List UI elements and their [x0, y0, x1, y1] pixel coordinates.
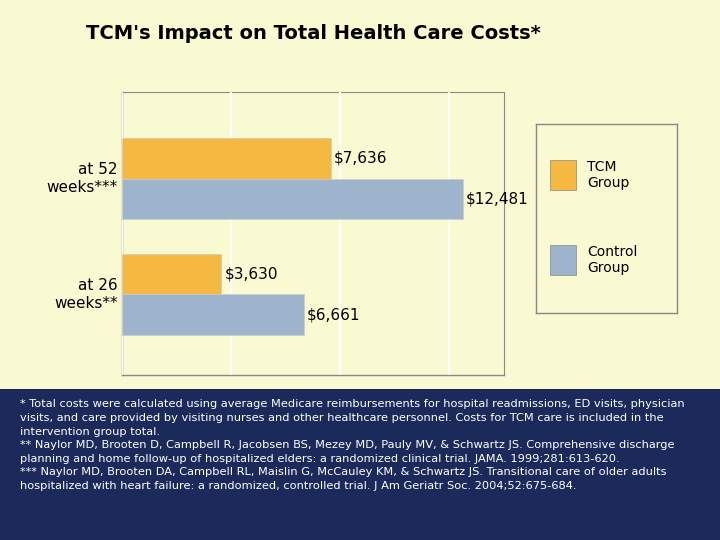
Text: $3,630: $3,630: [225, 267, 278, 281]
Text: TCM's Impact on Total Health Care Costs*: TCM's Impact on Total Health Care Costs*: [86, 24, 541, 43]
Bar: [122, 254, 221, 294]
Text: $6,661: $6,661: [307, 307, 361, 322]
Bar: [122, 138, 330, 179]
Text: $7,636: $7,636: [334, 151, 387, 166]
Text: Control
Group: Control Group: [587, 245, 637, 275]
Text: $12,481: $12,481: [466, 191, 528, 206]
X-axis label: Dollars (US): Dollars (US): [268, 392, 359, 406]
Bar: [122, 294, 304, 335]
Bar: [122, 179, 462, 219]
Bar: [550, 160, 576, 191]
Bar: [550, 245, 576, 275]
Text: TCM
Group: TCM Group: [587, 160, 629, 190]
Text: * Total costs were calculated using average Medicare reimbursements for hospital: * Total costs were calculated using aver…: [20, 400, 685, 491]
